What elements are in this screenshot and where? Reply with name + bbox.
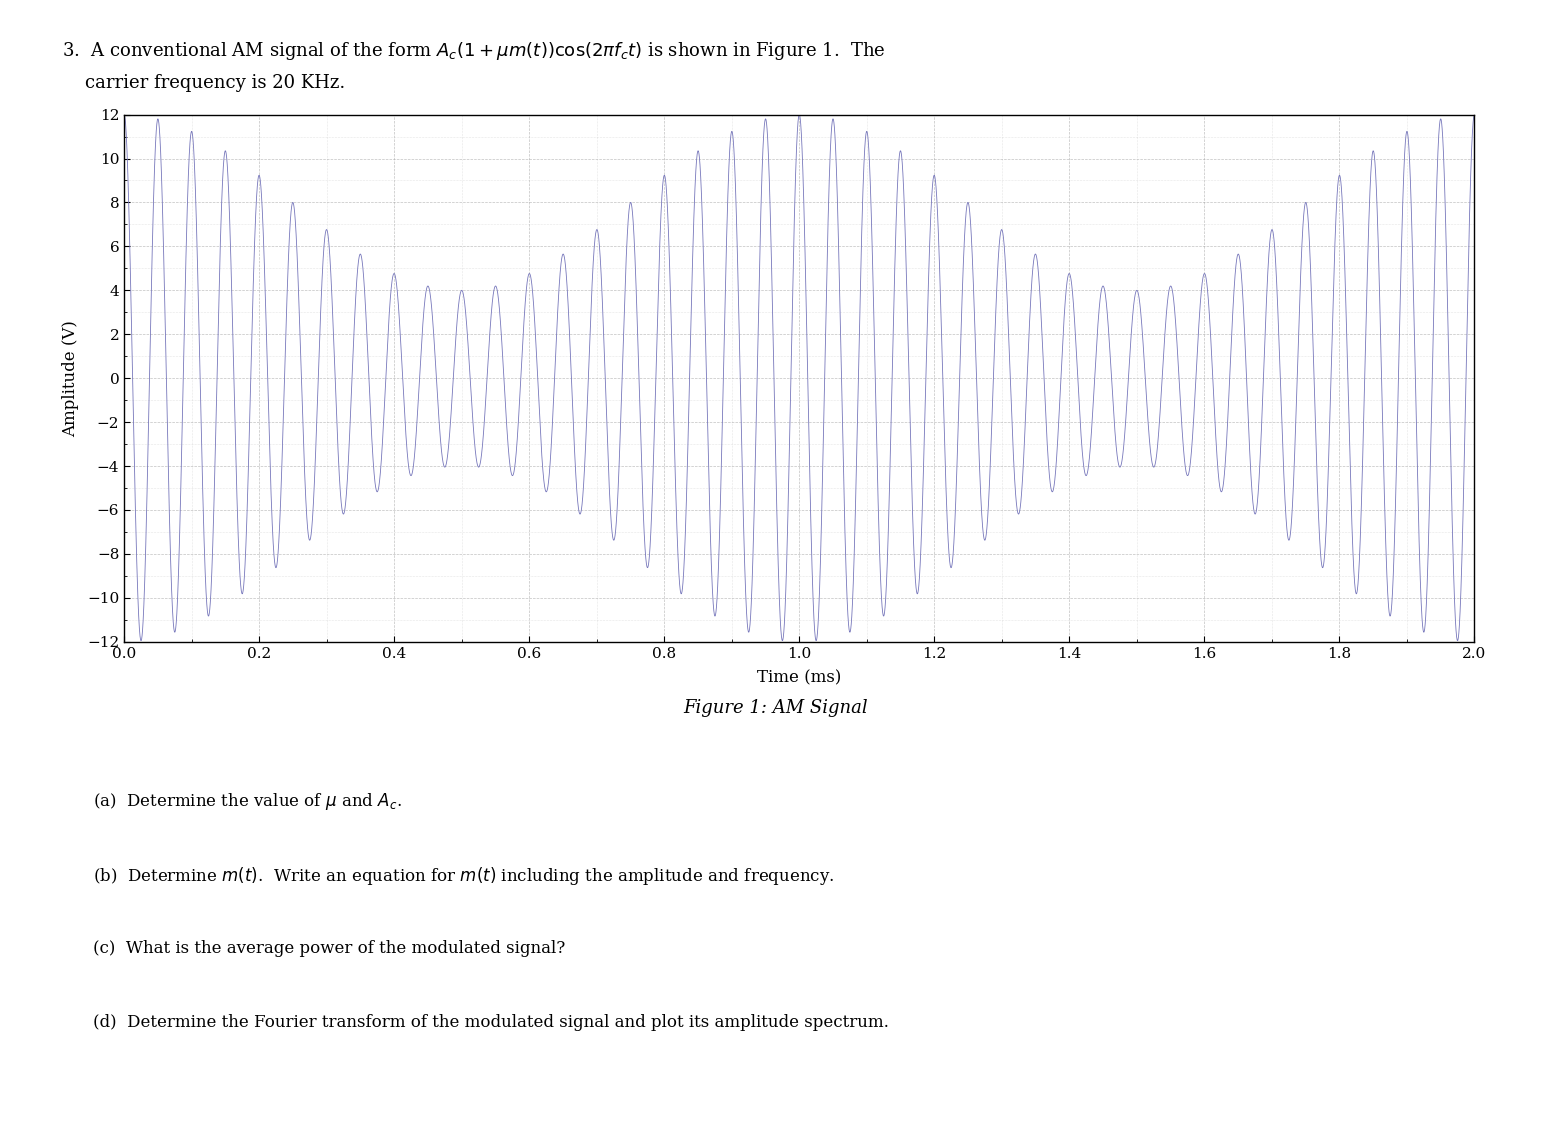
Text: 3.  A conventional AM signal of the form $A_c(1+\mu m(t))\cos(2\pi f_c t)$ is sh: 3. A conventional AM signal of the form … (62, 40, 886, 62)
X-axis label: Time (ms): Time (ms) (757, 669, 841, 686)
Text: (a)  Determine the value of $\mu$ and $A_c$.: (a) Determine the value of $\mu$ and $A_… (93, 791, 402, 811)
Text: (d)  Determine the Fourier transform of the modulated signal and plot its amplit: (d) Determine the Fourier transform of t… (93, 1014, 889, 1031)
Text: (c)  What is the average power of the modulated signal?: (c) What is the average power of the mod… (93, 940, 565, 957)
Text: Figure 1: AM Signal: Figure 1: AM Signal (684, 699, 868, 717)
Text: carrier frequency is 20 KHz.: carrier frequency is 20 KHz. (62, 74, 346, 93)
Y-axis label: Amplitude (V): Amplitude (V) (62, 320, 79, 437)
Text: (b)  Determine $m(t)$.  Write an equation for $m(t)$ including the amplitude and: (b) Determine $m(t)$. Write an equation … (93, 865, 835, 887)
